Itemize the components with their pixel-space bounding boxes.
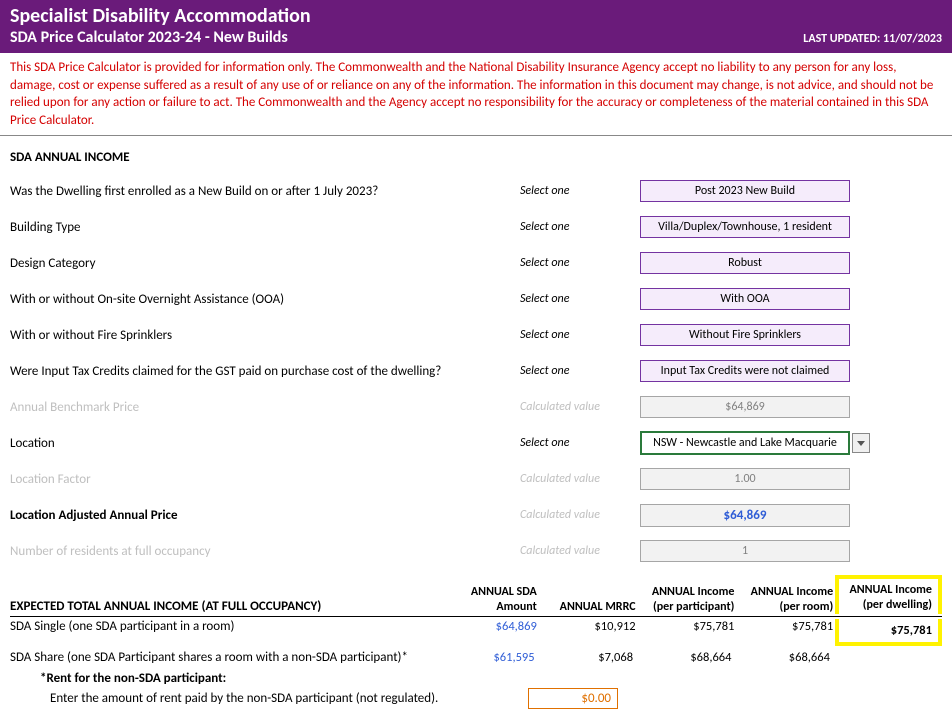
share-sda-amount: $61,595 [442,650,540,665]
row-building-type: Building Type Select one Villa/Duplex/To… [10,215,942,239]
single-sda-amount: $64,869 [444,619,543,646]
last-updated-date: 11/07/2023 [883,32,942,46]
col-header-mrrc: ANNUAL MRRC [543,600,642,614]
single-per-room: $75,781 [740,619,839,646]
income-row-single: SDA Single (one SDA participant in a roo… [10,617,942,648]
hint-calc: Calculated value [520,544,640,558]
label-enrolled: Was the Dwelling first enrolled as a New… [10,184,520,199]
label-location: Location [10,436,520,451]
header-subtitle: SDA Price Calculator 2023-24 - New Build… [10,28,288,47]
hint-select: Select one [520,220,640,234]
select-ooa[interactable]: With OOA [640,288,850,310]
col-header-per-dwelling: ANNUAL Income (per dwelling) [835,575,942,614]
hint-calc: Calculated value [520,472,640,486]
label-residents: Number of residents at full occupancy [10,544,520,559]
select-design-category[interactable]: Robust [640,252,850,274]
label-ooa: With or without On-site Overnight Assist… [10,292,520,307]
row-residents: Number of residents at full occupancy Ca… [10,539,942,563]
row-benchmark-price: Annual Benchmark Price Calculated value … [10,395,942,419]
hint-select: Select one [520,328,640,342]
row-fire-sprinklers: With or without Fire Sprinklers Select o… [10,323,942,347]
income-row-share: SDA Share (one SDA Participant shares a … [10,648,942,667]
row-location-factor: Location Factor Calculated value 1.00 [10,467,942,491]
select-fire-sprinklers[interactable]: Without Fire Sprinklers [640,324,850,346]
label-location-factor: Location Factor [10,472,520,487]
label-benchmark-price: Annual Benchmark Price [10,400,520,415]
main-content: SDA ANNUAL INCOME Was the Dwelling first… [0,136,952,709]
single-label: SDA Single (one SDA participant in a roo… [10,619,444,646]
select-location[interactable]: NSW - Newcastle and Lake Macquarie [640,431,850,455]
share-per-dwelling-empty [836,650,942,665]
label-design-category: Design Category [10,256,520,271]
income-title: EXPECTED TOTAL ANNUAL INCOME (AT FULL OC… [10,599,444,614]
section-title-annual-income: SDA ANNUAL INCOME [10,150,942,165]
value-benchmark-price: $64,869 [640,396,850,418]
row-location: Location Select one NSW - Newcastle and … [10,431,942,455]
single-per-participant: $75,781 [642,619,741,646]
hint-calc: Calculated value [520,400,640,414]
row-enrolled: Was the Dwelling first enrolled as a New… [10,179,942,203]
income-table-header: EXPECTED TOTAL ANNUAL INCOME (AT FULL OC… [10,575,942,617]
hint-calc: Calculated value [520,508,640,522]
value-location-factor: 1.00 [640,468,850,490]
share-mrrc: $7,068 [541,650,639,665]
label-fire-sprinklers: With or without Fire Sprinklers [10,328,520,343]
share-label: SDA Share (one SDA Participant shares a … [10,650,442,665]
hint-select: Select one [520,292,640,306]
label-adjusted-price: Location Adjusted Annual Price [10,508,520,523]
last-updated-label: LAST UPDATED: [803,32,880,46]
chevron-down-icon [857,441,865,446]
header-last-updated: LAST UPDATED: 11/07/2023 [803,32,942,46]
row-design-category: Design Category Select one Robust [10,251,942,275]
row-ooa: With or without On-site Overnight Assist… [10,287,942,311]
select-building-type[interactable]: Villa/Duplex/Townhouse, 1 resident [640,216,850,238]
hint-select: Select one [520,436,640,450]
rent-input[interactable]: $0.00 [528,688,618,709]
single-mrrc: $10,912 [543,619,642,646]
col-header-per-participant: ANNUAL Income (per participant) [642,585,741,614]
hint-select: Select one [520,364,640,378]
label-tax-credits: Were Input Tax Credits claimed for the G… [10,364,520,379]
rent-note: *Rent for the non-SDA participant: [40,671,942,686]
label-building-type: Building Type [10,220,520,235]
col-header-sda-amount: ANNUAL SDA Amount [444,585,543,614]
header-sub-row: SDA Price Calculator 2023-24 - New Build… [10,28,942,47]
value-adjusted-price: $64,869 [640,504,850,527]
hint-select: Select one [520,256,640,270]
col-header-per-room: ANNUAL Income (per room) [740,585,839,614]
rent-label: Enter the amount of rent paid by the non… [50,691,528,706]
row-tax-credits: Were Input Tax Credits claimed for the G… [10,359,942,383]
value-residents: 1 [640,540,850,562]
row-adjusted-price: Location Adjusted Annual Price Calculate… [10,503,942,527]
app-header: Specialist Disability Accommodation SDA … [0,0,952,53]
disclaimer-text: This SDA Price Calculator is provided fo… [0,53,952,136]
select-tax-credits[interactable]: Input Tax Credits were not claimed [640,360,850,382]
select-enrolled[interactable]: Post 2023 New Build [640,180,850,202]
rent-row: Enter the amount of rent paid by the non… [10,688,942,709]
share-per-room: $68,664 [737,650,835,665]
location-value: NSW - Newcastle and Lake Macquarie [648,436,842,450]
share-per-participant: $68,664 [639,650,737,665]
hint-select: Select one [520,184,640,198]
location-dropdown-button[interactable] [852,433,870,453]
header-title: Specialist Disability Accommodation [10,4,942,28]
single-per-dwelling: $75,781 [835,619,942,646]
